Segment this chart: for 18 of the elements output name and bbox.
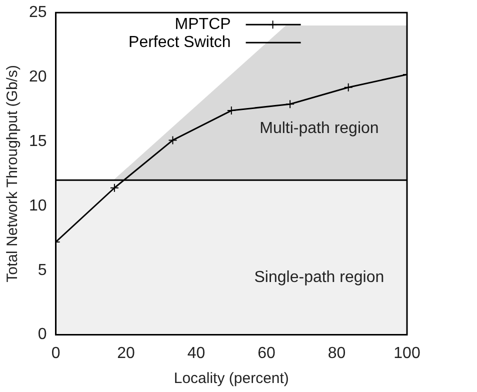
y-tick-label: 20 (29, 68, 47, 86)
legend-label: MPTCP (174, 16, 231, 34)
x-tick-label: 80 (328, 344, 346, 362)
x-tick-label: 100 (394, 344, 420, 362)
y-tick-label: 25 (29, 4, 47, 22)
y-tick-label: 5 (38, 262, 47, 279)
x-tick-label: 20 (117, 344, 136, 362)
y-axis-title: Total Network Throughput (Gb/s) (4, 65, 22, 282)
y-tick-label: 15 (29, 132, 47, 150)
x-tick-label: 0 (51, 344, 60, 362)
x-tick-label: 60 (258, 344, 276, 362)
band-label: Single-path region (254, 268, 384, 286)
legend-label: Perfect Switch (128, 34, 231, 52)
x-axis-title: Locality (percent) (174, 370, 289, 388)
y-tick-label: 10 (29, 197, 47, 214)
annotation: Multi-path region (260, 120, 379, 137)
y-tick-label: 0 (38, 326, 47, 344)
x-tick-label: 40 (187, 344, 206, 362)
